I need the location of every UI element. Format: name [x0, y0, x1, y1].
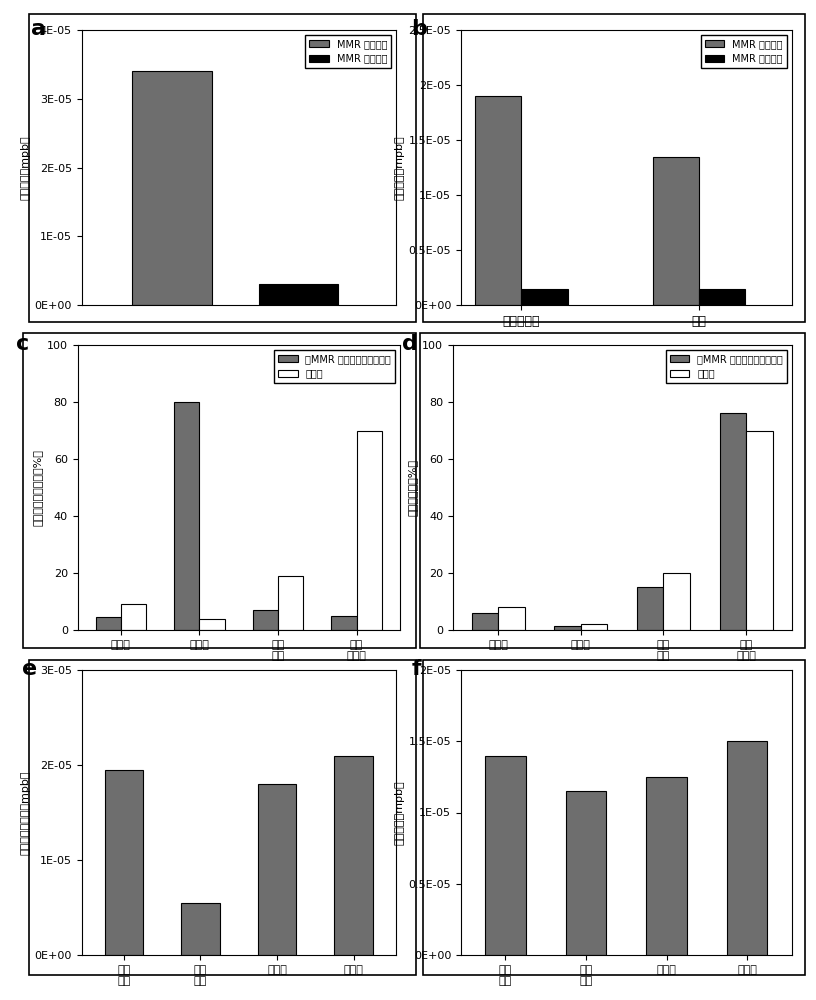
Bar: [653, 156, 699, 305]
Legend: 在MMR 缺陷肿瘤中观察到的, 预期的: 在MMR 缺陷肿瘤中观察到的, 预期的: [666, 350, 787, 382]
Bar: [475, 96, 521, 305]
Bar: [663, 573, 690, 630]
Y-axis label: 突变频率（mpb）: 突变频率（mpb）: [20, 135, 30, 200]
Bar: [555, 626, 581, 630]
Bar: [253, 610, 278, 630]
Y-axis label: 取代的分数（%）: 取代的分数（%）: [408, 459, 418, 516]
Text: c: c: [16, 334, 29, 354]
Y-axis label: 插入／缺失的分数（%）: 插入／缺失的分数（%）: [33, 449, 42, 526]
Bar: [132, 71, 211, 305]
Text: a: a: [31, 19, 47, 39]
Y-axis label: 突变频率（mpb）: 突变频率（mpb）: [394, 135, 405, 200]
Legend: MMR 缺陷肿瘤, MMR 健全肿瘤: MMR 缺陷肿瘤, MMR 健全肿瘤: [701, 35, 787, 68]
Y-axis label: 取代频率（mpb）: 取代频率（mpb）: [394, 780, 405, 845]
Bar: [357, 430, 382, 630]
Bar: [565, 791, 606, 955]
Bar: [278, 576, 304, 630]
Bar: [699, 288, 745, 305]
Bar: [581, 624, 607, 630]
Y-axis label: 插入／缺失频率（mpb）: 插入／缺失频率（mpb）: [20, 770, 30, 855]
Text: f: f: [411, 659, 421, 679]
Bar: [472, 613, 499, 630]
Text: e: e: [22, 659, 37, 679]
Legend: MMR 缺陷肿瘤, MMR 健全肿瘤: MMR 缺陷肿瘤, MMR 健全肿瘤: [305, 35, 391, 68]
Text: d: d: [402, 334, 418, 354]
Bar: [646, 777, 687, 955]
Legend: 在MMR 缺陷肿瘤中观察到的, 预期的: 在MMR 缺陷肿瘤中观察到的, 预期的: [274, 350, 395, 382]
Bar: [331, 616, 357, 630]
Bar: [258, 784, 296, 955]
Bar: [199, 619, 224, 630]
Bar: [335, 756, 373, 955]
Bar: [720, 413, 746, 630]
Bar: [175, 402, 199, 630]
Bar: [104, 770, 143, 955]
Bar: [521, 288, 568, 305]
Bar: [499, 607, 525, 630]
Bar: [746, 430, 773, 630]
Bar: [637, 587, 663, 630]
Bar: [121, 604, 146, 630]
Bar: [727, 741, 767, 955]
Bar: [486, 756, 526, 955]
Text: b: b: [411, 19, 428, 39]
Bar: [259, 284, 338, 305]
Bar: [181, 903, 220, 955]
Bar: [95, 617, 121, 630]
